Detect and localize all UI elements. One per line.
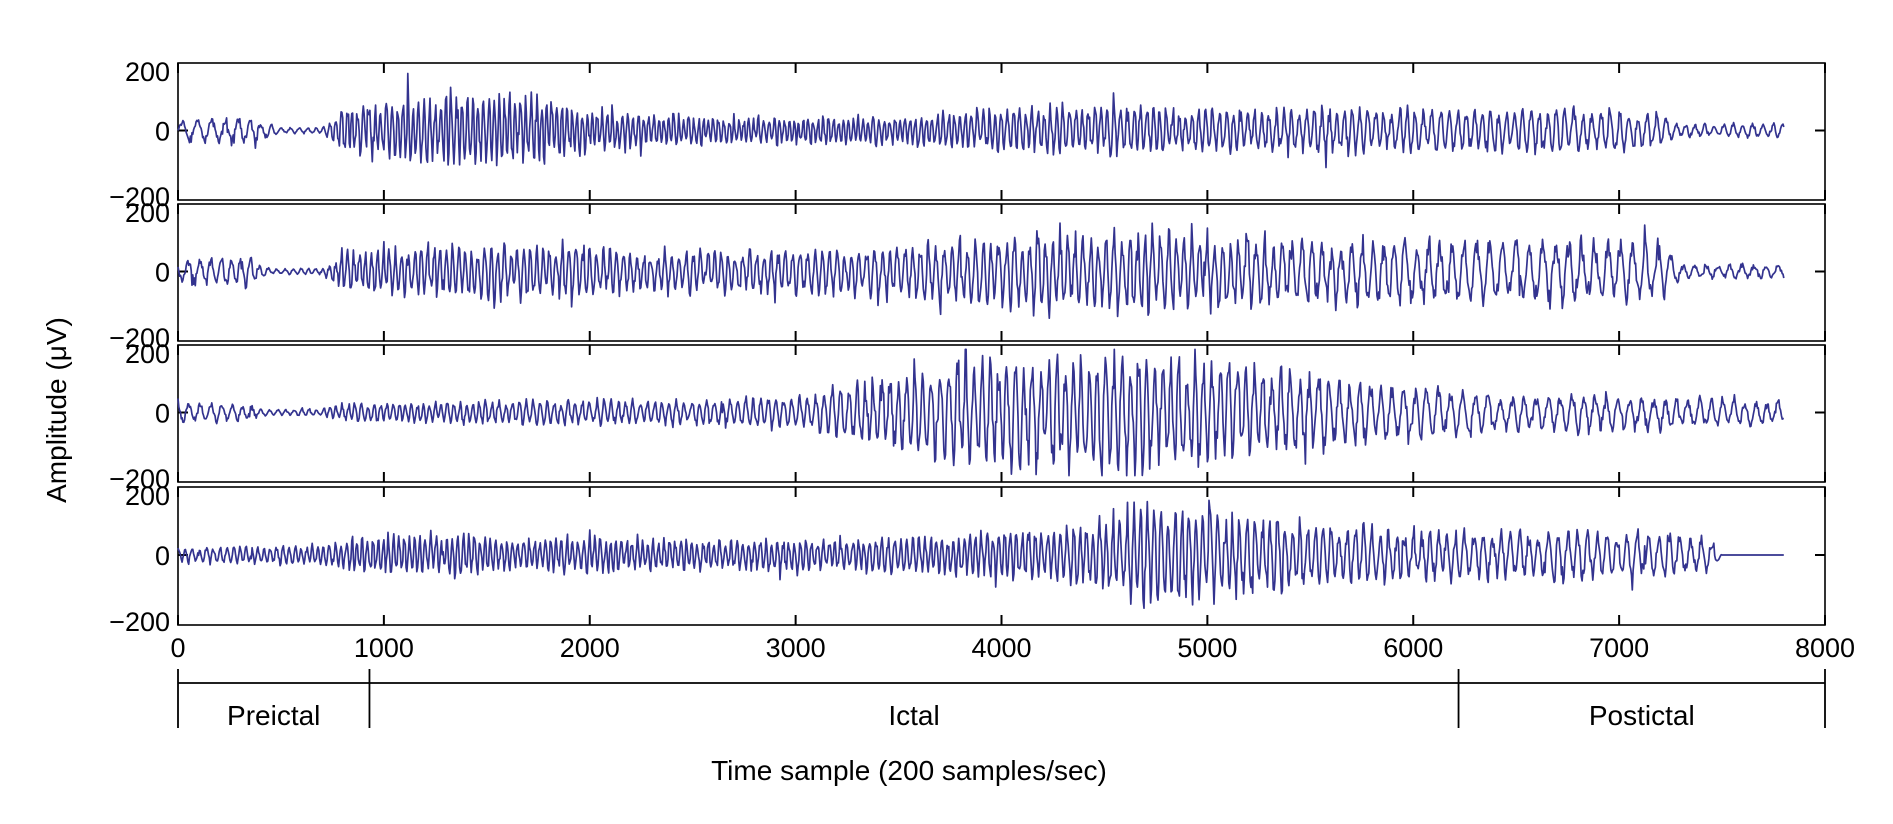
phase-bar: Preictal Ictal Postictal <box>177 669 1826 731</box>
eeg-trace-3 <box>177 348 1784 477</box>
x-axis-title: Time sample (200 samples/sec) <box>711 755 1107 786</box>
y-tick-label: 200 <box>125 198 170 228</box>
x-tick-label: 3000 <box>766 633 826 663</box>
y-axis-title: Amplitude (μV) <box>41 317 72 503</box>
y-tick-label: 0 <box>155 258 170 288</box>
x-tick-label: 0 <box>170 633 185 663</box>
y-tick-label: 200 <box>125 481 170 511</box>
eeg-panel-1: 200 0 −200 <box>109 57 1826 212</box>
y-tick-label: −200 <box>109 323 170 353</box>
panel-frame <box>177 486 1826 626</box>
x-tick-label: 4000 <box>971 633 1031 663</box>
x-tick-label: 1000 <box>354 633 414 663</box>
x-tick-label: 7000 <box>1589 633 1649 663</box>
phase-label-ictal: Ictal <box>888 700 939 731</box>
x-tick-label: 6000 <box>1383 633 1443 663</box>
x-tick-label: 5000 <box>1177 633 1237 663</box>
eeg-trace-4 <box>177 499 1784 610</box>
eeg-trace-2 <box>177 222 1785 320</box>
y-tick-label: −200 <box>109 464 170 494</box>
x-tick-label: 2000 <box>560 633 620 663</box>
phase-label-postictal: Postictal <box>1589 700 1695 731</box>
y-tick-label: 200 <box>125 339 170 369</box>
eeg-panel-3: 200 0 −200 <box>109 339 1826 494</box>
x-tick-labels: 0 1000 2000 3000 4000 5000 6000 7000 8000 <box>170 633 1855 663</box>
y-tick-label: −200 <box>109 607 170 637</box>
y-tick-label: 0 <box>155 117 170 147</box>
eeg-panel-4: 200 0 −200 <box>109 481 1826 637</box>
y-tick-label: 0 <box>155 399 170 429</box>
y-tick-label: 200 <box>125 57 170 87</box>
y-tick-label: −200 <box>109 182 170 212</box>
eeg-panel-2: 200 0 −200 <box>109 198 1826 353</box>
phase-label-preictal: Preictal <box>227 700 320 731</box>
eeg-trace-1 <box>177 72 1785 169</box>
y-tick-label: 0 <box>155 541 170 571</box>
x-tick-label: 8000 <box>1795 633 1855 663</box>
